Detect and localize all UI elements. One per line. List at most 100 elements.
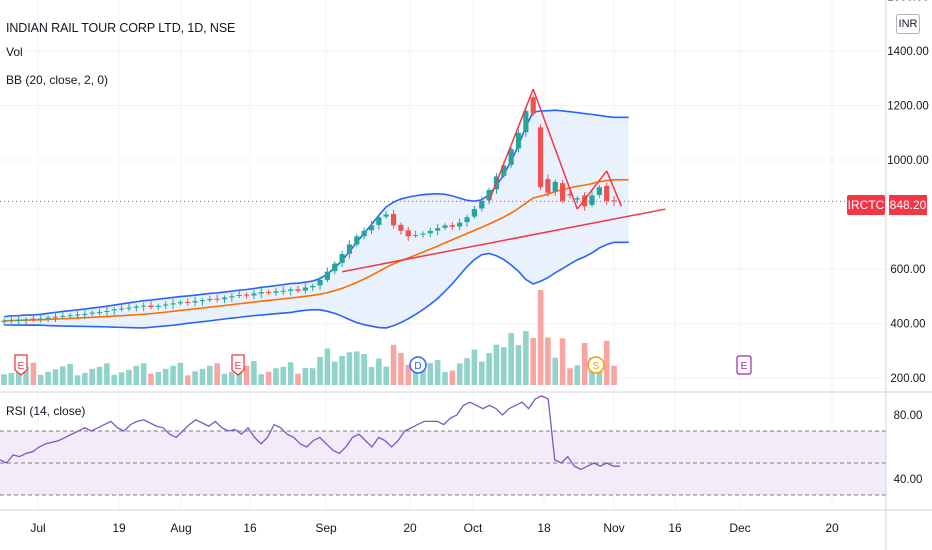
volume-bar bbox=[89, 368, 95, 385]
volume-bar bbox=[118, 372, 125, 385]
candle-body bbox=[104, 310, 110, 312]
volume-bar bbox=[96, 366, 103, 385]
bb-basis-line bbox=[3, 178, 629, 322]
volume-bar bbox=[427, 363, 434, 385]
time-tick-label: 20 bbox=[403, 521, 417, 535]
candle-body bbox=[604, 185, 610, 201]
volume-bar bbox=[442, 372, 448, 385]
candle-body bbox=[170, 303, 176, 305]
candle-body bbox=[148, 305, 154, 308]
candle-body bbox=[501, 165, 507, 176]
candle-body bbox=[435, 228, 441, 231]
time-tick-label: 18 bbox=[537, 521, 551, 535]
volume-bar bbox=[184, 375, 191, 385]
volume-legend[interactable]: Vol bbox=[6, 45, 23, 59]
rsi-tick-label: 80.00 bbox=[894, 410, 923, 422]
bollinger-fill bbox=[4, 110, 629, 328]
candle-body bbox=[45, 317, 51, 319]
candle-body bbox=[464, 217, 470, 223]
price-tick-label: 1600.00 bbox=[887, 0, 929, 4]
volume-bar bbox=[251, 361, 257, 385]
volume-bar bbox=[60, 366, 66, 385]
volume-bar bbox=[170, 365, 176, 385]
candle-body bbox=[207, 298, 213, 301]
volume-bar bbox=[162, 368, 169, 385]
volume-bar bbox=[449, 370, 456, 385]
candle-body bbox=[288, 289, 294, 291]
candle-body bbox=[96, 312, 103, 314]
candle-body bbox=[251, 293, 257, 296]
volume-bar bbox=[155, 371, 162, 385]
candle-body bbox=[214, 298, 220, 300]
volume-bar bbox=[420, 368, 426, 385]
trend-line-support bbox=[341, 208, 666, 273]
volume-bar bbox=[471, 349, 478, 385]
candle-body bbox=[390, 213, 397, 226]
candle-body bbox=[74, 314, 81, 316]
volume-bar bbox=[23, 366, 29, 385]
volume-bar bbox=[530, 338, 536, 385]
last-price-tag: 848.20 bbox=[889, 195, 927, 215]
rsi-line bbox=[0, 395, 620, 471]
volume-bar bbox=[273, 368, 279, 385]
bb-legend[interactable]: BB (20, close, 2, 0) bbox=[6, 73, 109, 87]
time-tick-label: Oct bbox=[464, 521, 483, 535]
candle-body bbox=[567, 194, 573, 196]
time-tick-label: Dec bbox=[729, 521, 750, 535]
candle-body bbox=[611, 200, 617, 202]
candle-body bbox=[368, 225, 375, 231]
candle-body bbox=[52, 316, 59, 318]
volume-bar bbox=[192, 371, 198, 385]
candle-body bbox=[537, 127, 544, 188]
volume-bar bbox=[611, 365, 617, 385]
price-tick-label: 1000.00 bbox=[887, 155, 929, 167]
candle-body bbox=[508, 149, 514, 165]
volume-bar bbox=[434, 360, 441, 385]
volume-bar bbox=[287, 362, 294, 385]
volume-bar bbox=[258, 374, 265, 385]
volume-bar bbox=[603, 340, 610, 385]
candle-body bbox=[457, 222, 463, 227]
currency-badge[interactable]: INR bbox=[896, 14, 920, 34]
volume-bar bbox=[537, 290, 544, 385]
price-tick-label: 400.00 bbox=[890, 319, 925, 331]
volume-bar bbox=[501, 347, 507, 385]
volume-bar bbox=[324, 348, 331, 385]
trend-line-fall bbox=[532, 88, 579, 210]
candle-body bbox=[67, 315, 73, 317]
candle-body bbox=[479, 200, 485, 209]
candle-body bbox=[486, 189, 492, 201]
candle-body bbox=[383, 214, 389, 217]
candle-body bbox=[545, 179, 551, 193]
candle-body bbox=[82, 313, 88, 315]
volume-bar bbox=[493, 344, 500, 385]
event-marker bbox=[409, 356, 427, 374]
volume-bar bbox=[280, 366, 287, 385]
candle-body bbox=[589, 195, 595, 205]
candle-body bbox=[420, 233, 426, 235]
candle-body bbox=[427, 230, 433, 234]
volume-bar bbox=[236, 368, 242, 385]
candle-body bbox=[38, 318, 44, 320]
volume-bar bbox=[37, 374, 44, 385]
candle-body bbox=[185, 301, 191, 303]
volume-bar bbox=[199, 368, 206, 385]
candle-body bbox=[243, 294, 250, 296]
volume-bar bbox=[52, 369, 59, 385]
event-marker-label: E bbox=[235, 361, 242, 372]
volume-bar bbox=[221, 373, 228, 385]
volume-bar bbox=[229, 371, 235, 385]
candle-body bbox=[30, 318, 36, 320]
time-tick-label: 20 bbox=[825, 521, 839, 535]
candle-body bbox=[413, 234, 419, 236]
volume-bar bbox=[15, 370, 22, 385]
candle-body bbox=[317, 279, 323, 286]
rsi-legend[interactable]: RSI (14, close) bbox=[6, 404, 86, 418]
candle-body bbox=[354, 236, 360, 245]
trend-line-drop bbox=[606, 170, 623, 207]
price-tick-label: 1400.00 bbox=[887, 46, 929, 58]
candle-body bbox=[221, 297, 228, 300]
event-marker bbox=[14, 354, 28, 376]
